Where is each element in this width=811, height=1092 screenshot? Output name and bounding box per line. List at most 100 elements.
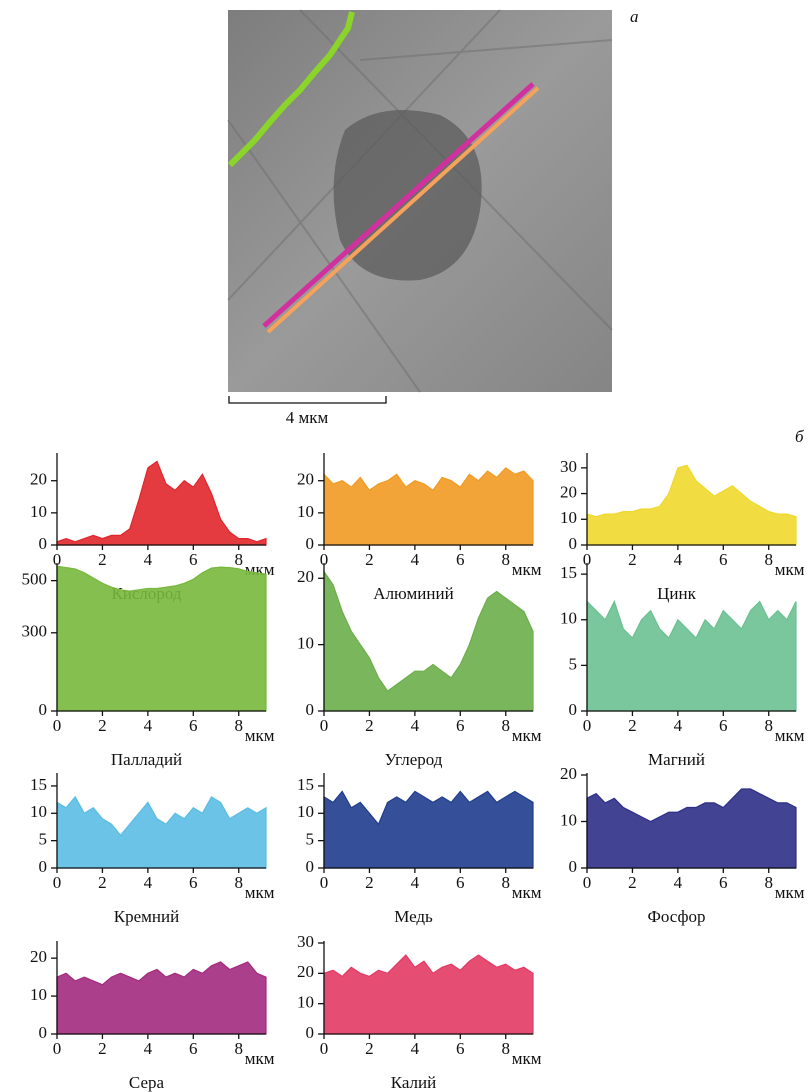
- x-axis-unit: мкм: [512, 560, 542, 579]
- x-axis-unit: мкм: [245, 883, 275, 902]
- x-axis-unit: мкм: [245, 1049, 275, 1068]
- x-tick-label: 8: [764, 550, 773, 569]
- y-tick-label: 20: [30, 947, 47, 966]
- x-tick-label: 0: [583, 716, 592, 735]
- x-tick-label: 0: [583, 550, 592, 569]
- x-tick-label: 8: [764, 716, 773, 735]
- x-axis-unit: мкм: [775, 883, 805, 902]
- x-tick-label: 6: [189, 873, 198, 892]
- x-tick-label: 4: [144, 873, 153, 892]
- x-tick-label: 6: [719, 873, 728, 892]
- x-tick-label: 8: [501, 550, 510, 569]
- y-tick-label: 0: [306, 1023, 315, 1042]
- x-tick-label: 2: [365, 873, 374, 892]
- y-tick-label: 15: [297, 775, 314, 794]
- x-tick-label: 2: [628, 550, 637, 569]
- y-tick-label: 0: [39, 1023, 48, 1042]
- scale-bar-label: 4 мкм: [286, 408, 329, 427]
- area: [586, 788, 797, 869]
- y-tick-label: 20: [297, 567, 314, 586]
- area: [56, 460, 267, 546]
- x-tick-label: 6: [456, 873, 465, 892]
- x-tick-label: 6: [719, 550, 728, 569]
- x-axis-unit: мкм: [775, 560, 805, 579]
- area: [56, 565, 267, 712]
- x-tick-label: 6: [719, 716, 728, 735]
- chart-title: Сера: [129, 1073, 165, 1092]
- area: [323, 790, 534, 869]
- chart-title: Палладий: [111, 750, 182, 769]
- x-axis-unit: мкм: [512, 883, 542, 902]
- area: [586, 464, 797, 546]
- chart-title: Цинк: [657, 584, 696, 603]
- y-tick-label: 20: [297, 470, 314, 489]
- y-tick-label: 300: [22, 622, 48, 641]
- x-tick-label: 4: [144, 1039, 153, 1058]
- x-tick-label: 6: [189, 1039, 198, 1058]
- chart-title: Кремний: [114, 907, 179, 926]
- x-tick-label: 4: [674, 550, 683, 569]
- x-tick-label: 0: [53, 1039, 62, 1058]
- x-tick-label: 6: [456, 1039, 465, 1058]
- y-tick-label: 5: [39, 830, 48, 849]
- x-tick-label: 8: [234, 716, 243, 735]
- y-tick-label: 30: [297, 932, 314, 951]
- x-tick-label: 4: [411, 550, 420, 569]
- x-axis-unit: мкм: [512, 726, 542, 745]
- chart-title: Медь: [394, 907, 433, 926]
- area: [323, 569, 534, 712]
- chart-title: Алюминий: [373, 584, 453, 603]
- x-tick-label: 4: [674, 716, 683, 735]
- x-tick-label: 2: [365, 550, 374, 569]
- x-tick-label: 4: [144, 550, 153, 569]
- chart-title: Калий: [391, 1073, 437, 1092]
- y-tick-label: 10: [30, 802, 47, 821]
- y-tick-label: 20: [560, 482, 577, 501]
- x-tick-label: 6: [456, 550, 465, 569]
- x-tick-label: 0: [53, 873, 62, 892]
- x-axis-unit: мкм: [245, 726, 275, 745]
- y-tick-label: 500: [22, 570, 48, 589]
- x-tick-label: 0: [320, 550, 329, 569]
- area: [586, 599, 797, 712]
- y-tick-label: 0: [306, 534, 315, 553]
- y-tick-label: 10: [297, 634, 314, 653]
- y-tick-label: 20: [560, 764, 577, 783]
- x-tick-label: 4: [674, 873, 683, 892]
- y-tick-label: 0: [39, 700, 48, 719]
- x-tick-label: 2: [628, 716, 637, 735]
- panel-label: а: [630, 7, 639, 26]
- x-tick-label: 4: [411, 716, 420, 735]
- y-tick-label: 30: [560, 457, 577, 476]
- y-tick-label: 20: [297, 962, 314, 981]
- x-tick-label: 8: [764, 873, 773, 892]
- y-tick-label: 10: [297, 502, 314, 521]
- x-tick-label: 2: [98, 873, 107, 892]
- panel-label: б: [795, 427, 804, 446]
- x-tick-label: 6: [189, 716, 198, 735]
- y-tick-label: 10: [560, 508, 577, 527]
- y-tick-label: 0: [306, 700, 315, 719]
- y-tick-label: 0: [569, 857, 578, 876]
- x-tick-label: 2: [365, 716, 374, 735]
- x-tick-label: 8: [234, 873, 243, 892]
- x-tick-label: 6: [456, 716, 465, 735]
- y-tick-label: 5: [306, 830, 315, 849]
- y-tick-label: 10: [30, 985, 47, 1004]
- x-tick-label: 8: [234, 1039, 243, 1058]
- x-tick-label: 2: [365, 1039, 374, 1058]
- y-tick-label: 0: [569, 700, 578, 719]
- y-tick-label: 10: [297, 802, 314, 821]
- y-tick-label: 0: [306, 857, 315, 876]
- y-tick-label: 0: [569, 534, 578, 553]
- x-tick-label: 8: [234, 550, 243, 569]
- y-tick-label: 15: [30, 775, 47, 794]
- x-tick-label: 0: [53, 550, 62, 569]
- x-tick-label: 2: [98, 1039, 107, 1058]
- y-tick-label: 10: [560, 810, 577, 829]
- x-tick-label: 6: [189, 550, 198, 569]
- sem-image: [227, 9, 613, 393]
- x-tick-label: 0: [320, 716, 329, 735]
- x-tick-label: 8: [501, 873, 510, 892]
- y-tick-label: 15: [560, 563, 577, 582]
